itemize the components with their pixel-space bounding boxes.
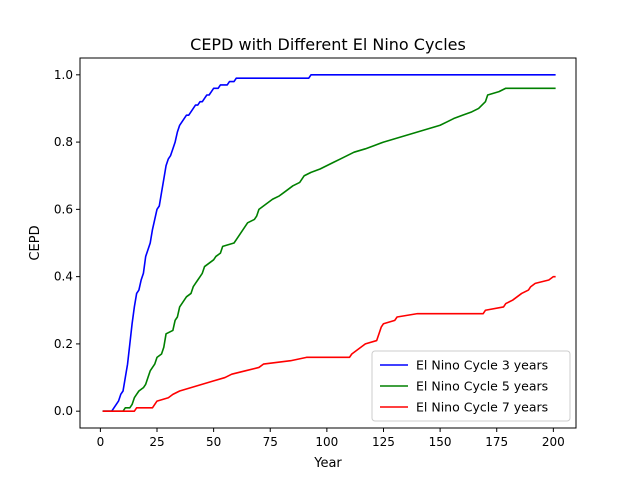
- x-tick-label: 125: [372, 435, 395, 449]
- x-tick-label: 0: [97, 435, 105, 449]
- chart-title: CEPD with Different El Nino Cycles: [190, 35, 466, 54]
- plot-lines: [102, 74, 556, 412]
- x-tick-label: 150: [429, 435, 452, 449]
- series-line-2: [102, 87, 556, 412]
- y-tick-label: 0.0: [54, 404, 73, 418]
- y-tick-label: 1.0: [54, 68, 73, 82]
- y-axis-label: CEPD: [28, 225, 43, 260]
- x-axis-label: Year: [313, 456, 342, 471]
- plot-frame: [79, 57, 577, 429]
- x-tick-label: 75: [263, 435, 278, 449]
- legend-box: [371, 350, 571, 422]
- x-tick-label: 100: [315, 435, 338, 449]
- x-axis-ticks: 0 25 50 75 100 125 150 175 200: [97, 428, 565, 449]
- legend: El Nino Cycle 3 years El Nino Cycle 5 yea…: [371, 350, 571, 422]
- x-tick-label: 175: [485, 435, 508, 449]
- y-tick-label: 0.8: [54, 135, 73, 149]
- series-line-3: [102, 275, 556, 412]
- y-tick-label: 0.2: [54, 337, 73, 351]
- legend-label: El Nino Cycle 5 years: [416, 379, 548, 394]
- legend-label: El Nino Cycle 3 years: [416, 358, 548, 373]
- legend-label: El Nino Cycle 7 years: [416, 400, 548, 415]
- x-tick-label: 50: [206, 435, 221, 449]
- series-line-1: [102, 74, 556, 412]
- x-tick-label: 25: [149, 435, 164, 449]
- y-tick-label: 0.6: [54, 202, 73, 216]
- x-tick-label: 200: [542, 435, 565, 449]
- y-tick-label: 0.4: [54, 270, 73, 284]
- y-axis-ticks: 0.0 0.2 0.4 0.6 0.8 1.0: [54, 68, 80, 418]
